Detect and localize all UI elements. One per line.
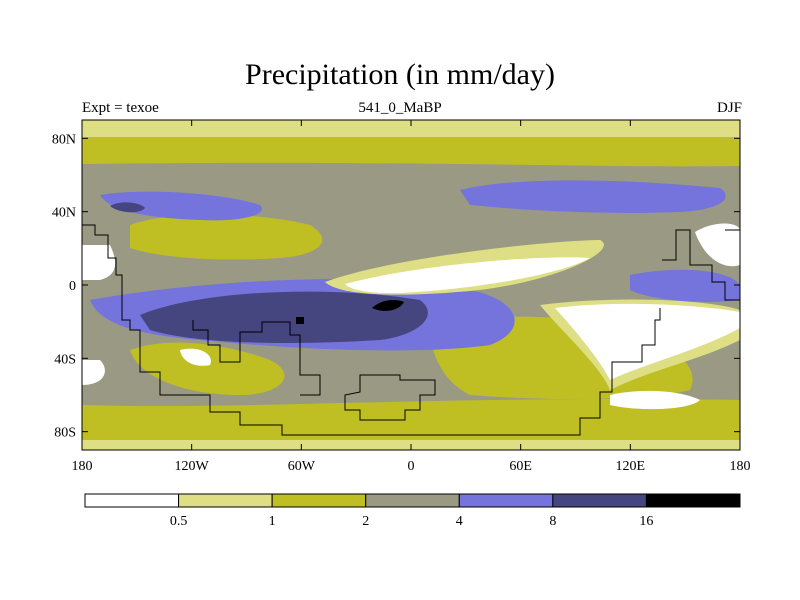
dry-zone-west-north	[82, 245, 116, 280]
colorbar: 0.5 1 2 4 8 16	[84, 493, 741, 529]
colorbar-label: 8	[549, 514, 556, 529]
dry-equatorial-white	[345, 257, 590, 294]
dry-zone-southeast-white	[555, 303, 740, 380]
colorbar-swatch	[84, 493, 180, 508]
y-tick-label: 80S	[54, 426, 76, 441]
wet-band-north-pacific	[100, 191, 262, 221]
colorbar-swatch	[645, 493, 741, 508]
experiment-label: Expt = texoe	[82, 100, 159, 116]
dry-zone-south-pacific	[130, 342, 285, 395]
colorbar-label: 1	[269, 514, 276, 529]
continent-outline-west	[82, 224, 661, 436]
dry-zone-north-pacific	[130, 214, 323, 260]
x-tick-label: 180	[730, 459, 751, 474]
x-tick-label: 60W	[288, 459, 316, 474]
colorbar-swatch	[552, 493, 647, 508]
x-tick-label: 120W	[175, 459, 210, 474]
band-south-olive	[82, 398, 740, 450]
x-tick-label: 60E	[509, 459, 532, 474]
dry-zone-south-east-small	[610, 390, 700, 410]
period-label: 541_0_MaBP	[358, 100, 442, 116]
precipitation-field	[82, 120, 740, 450]
x-tick-label: 0	[408, 459, 415, 474]
y-tick-label: 0	[69, 279, 76, 294]
colorbar-label: 4	[456, 514, 463, 529]
heavy-rain-core	[140, 291, 428, 343]
heavy-rain-north-pacific	[110, 202, 145, 213]
colorbar-swatch	[458, 493, 554, 508]
dry-zone-south-west	[82, 360, 105, 385]
continent-outline-africa	[344, 374, 436, 421]
colorbar-swatch	[365, 493, 460, 508]
dry-zone-south-pacific-light	[180, 348, 211, 366]
continent-outline-east	[662, 229, 740, 301]
dry-zone-east-north	[695, 223, 740, 267]
colorbar-label: 2	[362, 514, 369, 529]
y-tick-label: 40S	[54, 352, 76, 367]
wet-band-north-atlantic	[460, 180, 726, 213]
colorbar-label: 0.5	[170, 514, 188, 529]
band-north-light	[82, 120, 740, 140]
chart-title: Precipitation (in mm/day)	[245, 58, 555, 91]
band-north-olive	[82, 137, 740, 167]
colorbar-label: 16	[639, 514, 653, 529]
x-tick-label: 180	[72, 459, 93, 474]
x-tick-label: 120E	[616, 459, 646, 474]
colorbar-swatch	[178, 493, 273, 508]
y-tick-label: 80N	[52, 132, 76, 147]
colorbar-swatch	[271, 493, 367, 508]
season-label: DJF	[716, 100, 742, 116]
map-axes: 180 120W 60W 0 60E 120E 180 80N 40N 0 40S 80S	[52, 120, 751, 474]
extreme-rain-cell	[372, 300, 404, 311]
y-tick-label: 40N	[52, 206, 76, 221]
continent-outline-south-america	[192, 320, 321, 396]
extreme-rain-dot	[296, 317, 304, 324]
